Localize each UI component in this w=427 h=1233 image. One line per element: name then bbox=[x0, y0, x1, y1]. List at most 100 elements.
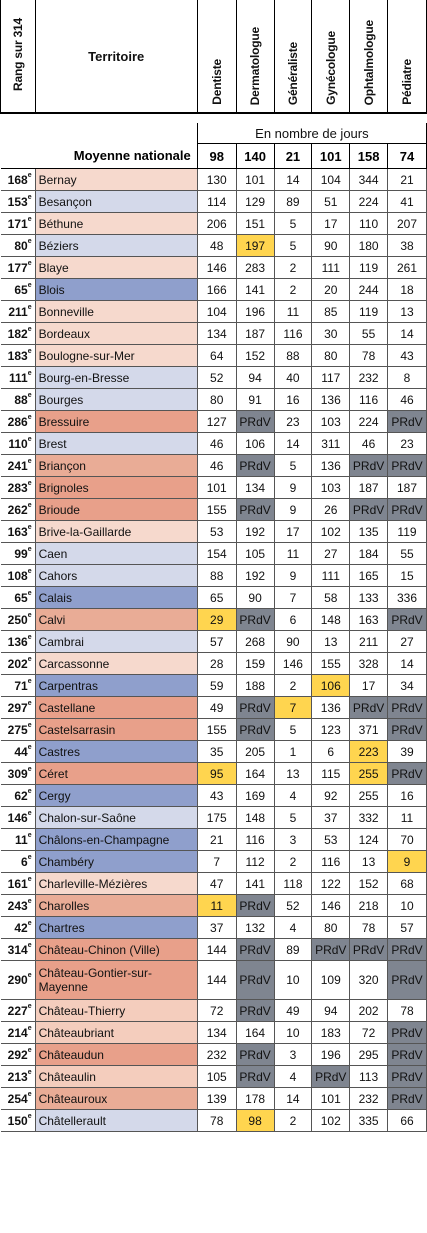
value-cell: 2 bbox=[274, 674, 313, 697]
rank-cell: 42e bbox=[0, 916, 36, 939]
territory-cell: Charolles bbox=[35, 894, 198, 917]
value-cell: 94 bbox=[236, 366, 275, 389]
value-cell: PRdV bbox=[387, 1043, 427, 1066]
value-cell: PRdV bbox=[236, 894, 275, 917]
rank-cell: 108e bbox=[0, 564, 36, 587]
territory-cell: Brest bbox=[35, 432, 198, 455]
table-row: 44e Castres 35 205 1 6 223 39 bbox=[0, 740, 427, 763]
territory-cell: Château-Thierry bbox=[35, 999, 198, 1022]
value-cell: 164 bbox=[236, 1021, 275, 1044]
value-cell: PRdV bbox=[236, 498, 275, 521]
value-cell: 244 bbox=[349, 278, 388, 301]
table-row: 88e Bourges 80 91 16 136 116 46 bbox=[0, 388, 427, 411]
territory-cell: Briançon bbox=[35, 454, 198, 477]
territory-cell: Chartres bbox=[35, 916, 198, 939]
national-average-value: 98 bbox=[197, 143, 237, 169]
value-cell: PRdV bbox=[236, 410, 275, 433]
territory-cell: Chambéry bbox=[35, 850, 198, 873]
table-row: 254e Châteauroux 139 178 14 101 232 PRdV bbox=[0, 1087, 427, 1110]
territory-cell: Castellane bbox=[35, 696, 198, 719]
value-cell: PRdV bbox=[387, 762, 427, 785]
value-cell: 14 bbox=[387, 652, 427, 675]
rank-cell: 182e bbox=[0, 322, 36, 345]
table-row: 65e Calais 65 90 7 58 133 336 bbox=[0, 586, 427, 609]
value-cell: 136 bbox=[311, 454, 351, 477]
value-cell: 116 bbox=[311, 850, 351, 873]
value-cell: PRdV bbox=[387, 1021, 427, 1044]
value-cell: 95 bbox=[197, 762, 237, 785]
value-cell: 88 bbox=[197, 564, 237, 587]
value-cell: 119 bbox=[387, 520, 427, 543]
value-cell: 123 bbox=[311, 718, 351, 741]
value-cell: 80 bbox=[197, 388, 237, 411]
table-row: 243e Charolles 11 PRdV 52 146 218 10 bbox=[0, 894, 427, 917]
value-cell: 102 bbox=[311, 520, 351, 543]
value-cell: 196 bbox=[311, 1043, 351, 1066]
value-cell: 232 bbox=[349, 366, 388, 389]
header-territory: Territoire bbox=[35, 0, 198, 114]
table-row: 153e Besançon 114 129 89 51 224 41 bbox=[0, 190, 427, 213]
value-cell: 183 bbox=[311, 1021, 351, 1044]
value-cell: 159 bbox=[236, 652, 275, 675]
value-cell: 109 bbox=[311, 960, 351, 1000]
value-cell: 102 bbox=[311, 1109, 351, 1132]
value-cell: PRdV bbox=[236, 696, 275, 719]
value-cell: 164 bbox=[236, 762, 275, 785]
table-row: 297e Castellane 49 PRdV 7 136 PRdV PRdV bbox=[0, 696, 427, 719]
rank-cell: 290e bbox=[0, 960, 36, 1000]
value-cell: 146 bbox=[311, 894, 351, 917]
table-row: 108e Cahors 88 192 9 111 165 15 bbox=[0, 564, 427, 587]
table-row: 211e Bonneville 104 196 11 85 119 13 bbox=[0, 300, 427, 323]
value-cell: 148 bbox=[236, 806, 275, 829]
value-cell: 11 bbox=[387, 806, 427, 829]
value-cell: 101 bbox=[197, 476, 237, 499]
territory-cell: Besançon bbox=[35, 190, 198, 213]
territory-cell: Chalon-sur-Saône bbox=[35, 806, 198, 829]
value-cell: 144 bbox=[197, 938, 237, 961]
value-cell: 155 bbox=[311, 652, 351, 675]
value-cell: 187 bbox=[387, 476, 427, 499]
value-cell: 13 bbox=[387, 300, 427, 323]
territory-cell: Châteauroux bbox=[35, 1087, 198, 1110]
value-cell: 6 bbox=[311, 740, 351, 763]
value-cell: 59 bbox=[197, 674, 237, 697]
territory-cell: Castelsarrasin bbox=[35, 718, 198, 741]
value-cell: PRdV bbox=[236, 608, 275, 631]
value-cell: 114 bbox=[197, 190, 237, 213]
value-cell: 133 bbox=[349, 586, 388, 609]
rank-cell: 65e bbox=[0, 278, 36, 301]
table-row: 65e Blois 166 141 2 20 244 18 bbox=[0, 278, 427, 301]
value-cell: 134 bbox=[236, 476, 275, 499]
value-cell: 188 bbox=[236, 674, 275, 697]
value-cell: 146 bbox=[197, 256, 237, 279]
value-cell: 6 bbox=[274, 608, 313, 631]
value-cell: 17 bbox=[274, 520, 313, 543]
value-cell: 90 bbox=[236, 586, 275, 609]
rank-cell: 297e bbox=[0, 696, 36, 719]
value-cell: 175 bbox=[197, 806, 237, 829]
territory-cell: Céret bbox=[35, 762, 198, 785]
national-average-value: 21 bbox=[274, 143, 313, 169]
value-cell: 27 bbox=[387, 630, 427, 653]
value-cell: 141 bbox=[236, 278, 275, 301]
territory-cell: Bordeaux bbox=[35, 322, 198, 345]
value-cell: 17 bbox=[349, 674, 388, 697]
value-cell: 46 bbox=[197, 432, 237, 455]
value-cell: 180 bbox=[349, 234, 388, 257]
value-cell: 20 bbox=[311, 278, 351, 301]
value-cell: 91 bbox=[236, 388, 275, 411]
value-cell: 14 bbox=[274, 432, 313, 455]
rank-cell: 262e bbox=[0, 498, 36, 521]
waiting-times-table: Rang sur 314 Territoire Dentiste Dermato… bbox=[0, 0, 427, 1132]
rank-cell: 150e bbox=[0, 1109, 36, 1132]
value-cell: 103 bbox=[311, 410, 351, 433]
value-cell: 295 bbox=[349, 1043, 388, 1066]
value-cell: 202 bbox=[349, 999, 388, 1022]
value-cell: 5 bbox=[274, 454, 313, 477]
value-cell: 37 bbox=[311, 806, 351, 829]
value-cell: 115 bbox=[311, 762, 351, 785]
value-cell: 311 bbox=[311, 432, 351, 455]
rank-cell: 6e bbox=[0, 850, 36, 873]
value-cell: 13 bbox=[274, 762, 313, 785]
value-cell: 5 bbox=[274, 806, 313, 829]
